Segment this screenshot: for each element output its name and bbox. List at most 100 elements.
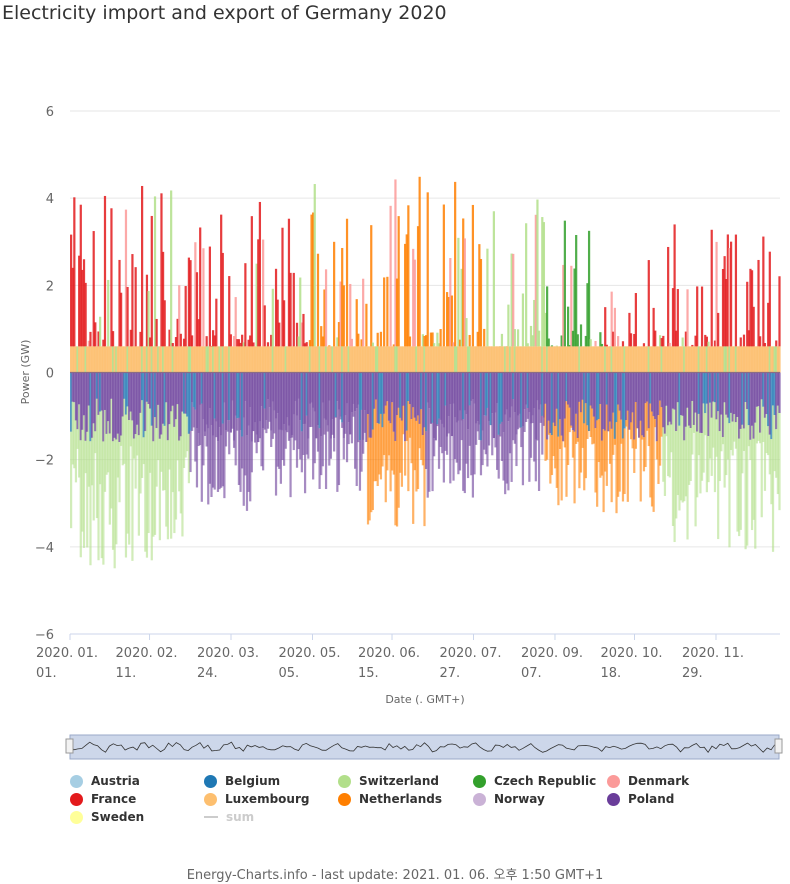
import-bar-luxembourg xyxy=(115,346,118,373)
import-bar-luxembourg xyxy=(599,346,602,373)
export-bar-tail xyxy=(366,414,370,525)
import-bar-luxembourg xyxy=(736,346,739,373)
legend-item-france[interactable]: France xyxy=(70,792,136,806)
import-bar xyxy=(71,267,74,347)
import-bar-luxembourg xyxy=(191,346,194,373)
export-bar-core xyxy=(608,372,612,422)
export-bar-tail xyxy=(239,430,242,492)
export-bar-tail xyxy=(525,404,528,423)
export-bar-tail xyxy=(544,403,547,461)
import-bar-luxembourg xyxy=(541,346,544,373)
export-bar-tail xyxy=(668,421,671,478)
import-bar-luxembourg xyxy=(447,346,450,373)
import-bar-luxembourg xyxy=(679,346,683,373)
navigator-handle-left[interactable] xyxy=(65,738,74,754)
export-bar-tail xyxy=(426,402,429,498)
legend-item-czech-republic[interactable]: Czech Republic xyxy=(473,774,596,788)
export-bar-core xyxy=(437,372,441,419)
export-bar-tail xyxy=(633,439,636,473)
export-bar-core xyxy=(213,372,216,419)
import-bar xyxy=(684,331,688,347)
import-bar xyxy=(613,307,617,347)
export-bar-core xyxy=(339,372,342,417)
import-bar-luxembourg xyxy=(76,346,79,373)
export-bar-core xyxy=(145,372,149,402)
legend-item-belgium[interactable]: Belgium xyxy=(204,774,280,788)
export-bar-core xyxy=(663,372,667,434)
export-bar-core xyxy=(431,372,434,423)
export-bar-core xyxy=(507,372,510,422)
legend-item-norway[interactable]: Norway xyxy=(473,792,545,806)
export-bar-tail xyxy=(521,426,525,486)
import-bar-luxembourg xyxy=(466,346,470,373)
export-bar-core xyxy=(78,372,81,405)
import-bar-luxembourg xyxy=(581,346,584,373)
import-bar-luxembourg xyxy=(373,346,376,373)
export-bar-tail xyxy=(441,423,444,454)
import-bar-luxembourg xyxy=(124,346,128,373)
export-bar-tail xyxy=(452,403,455,481)
import-bar xyxy=(174,337,178,347)
import-bar-luxembourg xyxy=(600,346,604,373)
import-bar xyxy=(342,285,345,347)
import-bar-luxembourg xyxy=(608,346,612,373)
import-bar-luxembourg xyxy=(383,346,386,373)
export-bar-core xyxy=(415,372,418,421)
export-bar-tail xyxy=(323,418,326,435)
export-bar-core xyxy=(571,372,575,431)
import-bar-luxembourg xyxy=(378,346,381,373)
legend-item-switzerland[interactable]: Switzerland xyxy=(338,774,439,788)
import-bar-luxembourg xyxy=(589,346,592,373)
import-bar-luxembourg xyxy=(734,346,738,373)
export-bar-core xyxy=(365,372,368,442)
export-bar-tail xyxy=(149,408,152,473)
export-bar-core xyxy=(215,372,218,422)
credits[interactable]: Energy-Charts.info - last update: 2021. … xyxy=(186,868,604,883)
export-bar-tail xyxy=(515,434,518,467)
export-bar-tail xyxy=(71,401,74,465)
import-bar xyxy=(537,330,541,347)
import-bar-luxembourg xyxy=(307,346,310,373)
export-bar-core xyxy=(161,372,165,424)
export-bar-core xyxy=(379,372,383,414)
export-bar-tail xyxy=(608,421,612,464)
legend-item-poland[interactable]: Poland xyxy=(607,792,674,806)
import-bar-luxembourg xyxy=(210,346,213,373)
import-bar-luxembourg xyxy=(496,346,499,373)
import-bar-luxembourg xyxy=(397,346,400,373)
import-bar xyxy=(610,291,613,347)
import-bar xyxy=(478,244,481,347)
export-bar-core xyxy=(681,372,684,416)
export-bar-core xyxy=(82,372,86,416)
export-bar-tail xyxy=(458,410,462,471)
export-bar-tail xyxy=(179,436,182,514)
export-bar-core xyxy=(502,372,505,433)
export-bar-tail xyxy=(265,420,268,434)
import-bar xyxy=(370,225,373,347)
legend-item-netherlands[interactable]: Netherlands xyxy=(338,792,442,806)
legend-item-sum[interactable]: sum xyxy=(204,810,254,824)
legend-item-austria[interactable]: Austria xyxy=(70,774,140,788)
export-bar-core xyxy=(542,372,546,418)
navigator-handle-right[interactable] xyxy=(774,738,783,754)
legend-item-luxembourg[interactable]: Luxembourg xyxy=(204,792,309,806)
legend-dot-symbol xyxy=(338,774,351,788)
export-bar-core xyxy=(136,372,139,425)
import-bar-luxembourg xyxy=(94,346,97,373)
export-bar-core xyxy=(678,372,681,426)
legend-item-denmark[interactable]: Denmark xyxy=(607,774,689,788)
import-bar-luxembourg xyxy=(281,346,284,373)
import-bar xyxy=(652,307,655,347)
export-bar-tail xyxy=(575,413,578,444)
import-bar xyxy=(746,281,749,347)
export-bar-core xyxy=(539,372,542,405)
import-bar-luxembourg xyxy=(107,346,110,373)
export-bar-core xyxy=(504,372,507,415)
export-bar-tail xyxy=(571,430,575,458)
legend-item-sweden[interactable]: Sweden xyxy=(70,810,144,824)
export-bar-core xyxy=(281,372,284,431)
export-bar-core xyxy=(628,372,631,430)
import-bar xyxy=(704,334,707,347)
export-bar-tail xyxy=(165,402,168,527)
import-bar-luxembourg xyxy=(560,346,563,373)
